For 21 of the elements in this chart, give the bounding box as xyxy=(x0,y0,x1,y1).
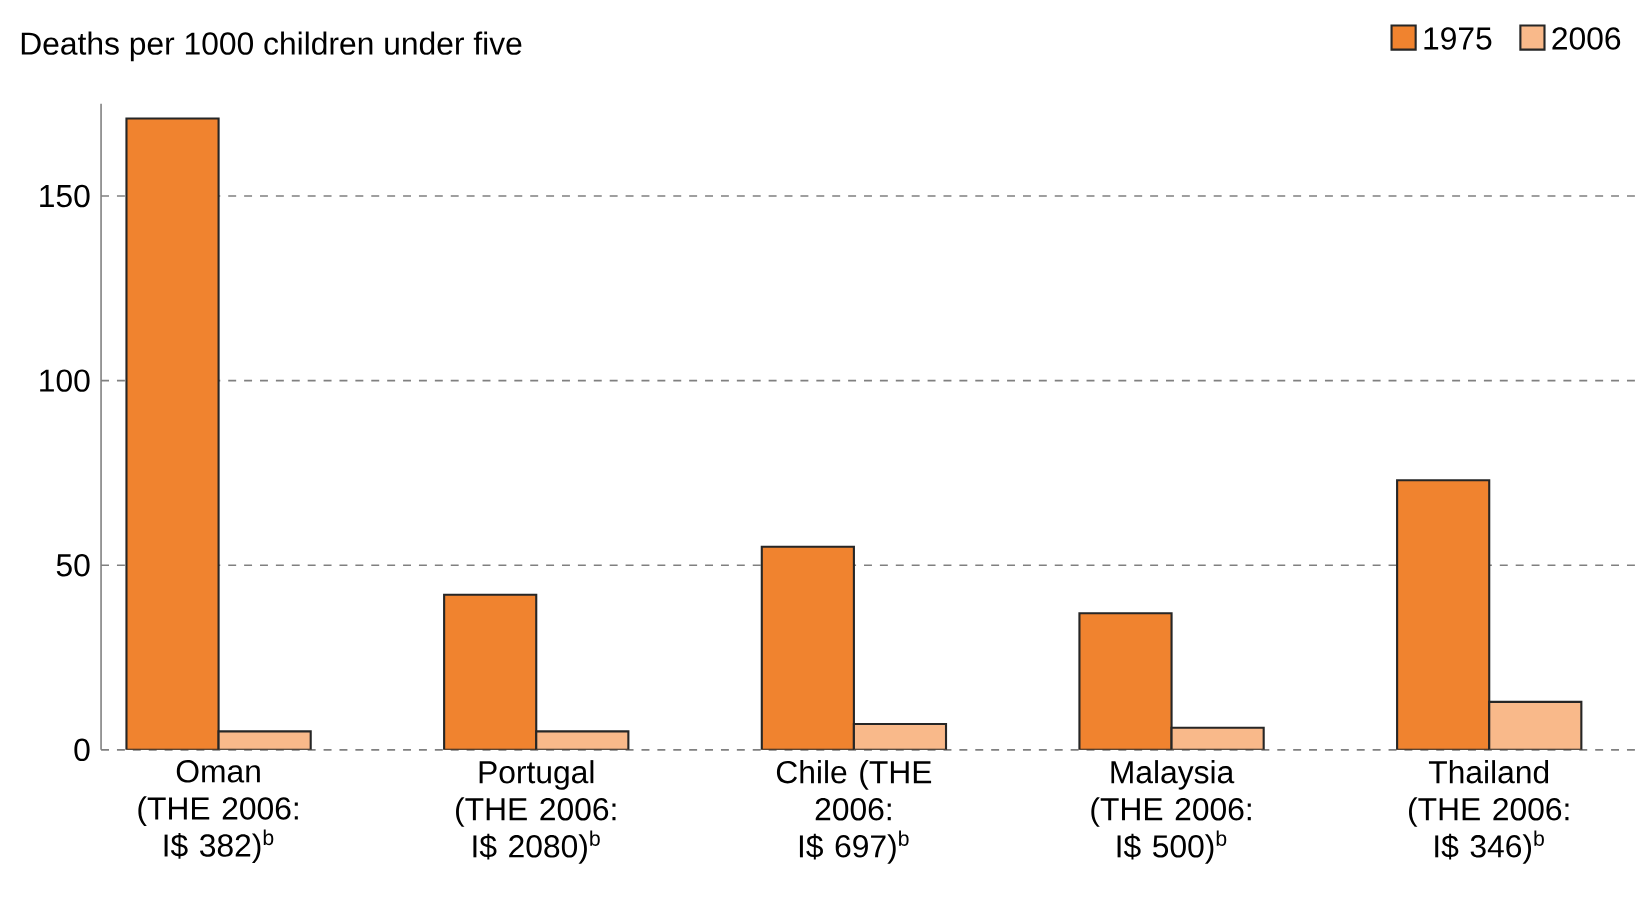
bar xyxy=(443,593,538,750)
legend-label: 2006 xyxy=(1552,27,1621,50)
x-tick-label: Thailand (THE 2006: I$ 346)$^{b}$ xyxy=(1409,760,1569,864)
bar xyxy=(1078,612,1173,750)
y-tick-label: 150 xyxy=(40,184,90,208)
bar xyxy=(217,730,312,750)
bar xyxy=(125,117,220,750)
bar xyxy=(760,545,855,750)
bar xyxy=(535,730,630,750)
bar xyxy=(852,722,948,750)
x-tick-label: Portugal (THE 2006: I$ 2080)$^{b}$ xyxy=(456,760,616,864)
legend-label: 1975 xyxy=(1424,27,1492,50)
y-axis-title: Deaths per 1000 children under five xyxy=(21,31,522,62)
bar xyxy=(1488,700,1583,750)
x-tick-label: Malaysia (THE 2006: I$ 500)$^{b}$ xyxy=(1091,760,1251,864)
bar xyxy=(1396,479,1491,750)
x-tick-label: Chile (THE 2006: I$ 697)$^{b}$ xyxy=(776,760,932,864)
y-tick-label: 50 xyxy=(56,553,90,577)
x-tick-label: Oman (THE 2006: I$ 382)$^{b}$ xyxy=(138,760,298,863)
y-tick-label: 0 xyxy=(74,738,90,762)
y-tick-label: 100 xyxy=(40,369,90,392)
